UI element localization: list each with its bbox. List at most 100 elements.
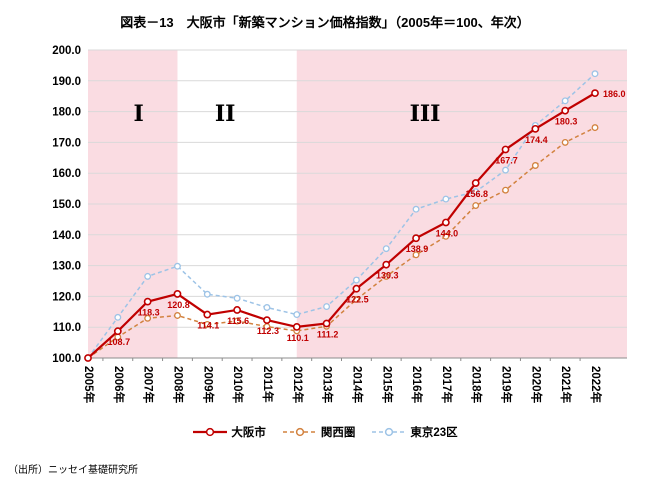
- y-axis-label: 200.0: [52, 45, 81, 57]
- data-point: [174, 262, 181, 270]
- x-axis-label: 2008年: [171, 366, 185, 404]
- data-label: 144.0: [436, 228, 459, 238]
- data-label: 112.3: [257, 326, 279, 336]
- data-point: [412, 234, 420, 243]
- data-point: [441, 218, 450, 227]
- y-axis-label: 120.0: [52, 291, 81, 303]
- y-axis-label: 180.0: [52, 107, 81, 119]
- x-axis-label: 2018年: [470, 366, 484, 404]
- data-point: [174, 312, 181, 319]
- x-axis-label: 2006年: [112, 366, 126, 404]
- data-point: [114, 313, 122, 321]
- data-point: [292, 322, 301, 331]
- data-point: [382, 272, 390, 280]
- chart-title: 図表－13 大阪市「新築マンション価格指数」（2005年＝100、年次）: [120, 15, 530, 30]
- data-point: [561, 138, 569, 146]
- legend-label: 東京23区: [410, 427, 458, 439]
- data-point: [203, 320, 211, 328]
- data-label: 111.2: [317, 330, 339, 340]
- x-axis-label: 2013年: [321, 366, 335, 404]
- data-point: [442, 232, 450, 240]
- x-axis-label: 2007年: [142, 366, 156, 404]
- phase-label: III: [410, 101, 441, 127]
- data-label: 122.5: [346, 295, 369, 305]
- legend-item-tokyo23: 東京23区: [371, 424, 458, 440]
- x-axis-label: 2017年: [440, 366, 454, 404]
- y-axis-label: 150.0: [52, 199, 81, 211]
- x-axis-label: 2016年: [410, 366, 424, 404]
- y-axis-label: 160.0: [52, 168, 81, 180]
- data-label: 138.9: [406, 244, 429, 254]
- y-axis-label: 110.0: [53, 322, 81, 334]
- data-point: [233, 317, 241, 325]
- y-axis-label: 140.0: [52, 230, 81, 242]
- source-note: （出所）ニッセイ基礎研究所: [8, 465, 138, 476]
- line-marker-icon: [372, 427, 407, 437]
- data-label: 110.1: [287, 333, 309, 343]
- phase-label: I: [134, 101, 144, 127]
- data-label: 118.3: [138, 308, 160, 318]
- x-axis-label: 2009年: [201, 366, 215, 404]
- data-point: [591, 70, 599, 78]
- data-point: [472, 188, 480, 196]
- y-axis-label: 170.0: [52, 137, 81, 149]
- data-point: [591, 89, 599, 98]
- data-label: 108.7: [108, 337, 131, 347]
- data-point: [144, 314, 152, 322]
- legend-label: 大阪市: [231, 427, 266, 439]
- legend-item-osaka: 大阪市: [192, 424, 266, 440]
- data-point: [412, 205, 420, 213]
- data-label: 130.3: [376, 271, 399, 281]
- data-point: [323, 303, 331, 311]
- x-axis-label: 2021年: [559, 366, 573, 404]
- phase-label: II: [215, 101, 236, 127]
- y-axis-label: 100.0: [52, 353, 81, 365]
- data-point: [173, 290, 182, 298]
- x-axis-label: 2022年: [589, 366, 603, 404]
- data-point: [293, 311, 301, 319]
- data-point: [471, 179, 480, 187]
- data-label: 115.6: [227, 316, 249, 326]
- data-label: 120.8: [167, 300, 190, 310]
- y-axis-label: 190.0: [52, 76, 81, 88]
- data-point: [442, 195, 450, 203]
- data-point: [233, 294, 241, 302]
- data-point: [531, 124, 540, 133]
- x-axis-label: 2012年: [291, 366, 305, 404]
- data-point: [472, 202, 480, 209]
- chart-legend: 大阪市 関西圏 東京23区: [0, 424, 650, 440]
- data-point: [412, 251, 420, 259]
- data-label: 186.0: [603, 89, 626, 99]
- data-point: [144, 272, 152, 280]
- data-label: 180.3: [555, 117, 578, 127]
- data-point: [233, 306, 242, 314]
- data-label: 167.7: [495, 155, 518, 165]
- data-point: [382, 245, 390, 253]
- data-point: [501, 145, 510, 154]
- data-point: [382, 260, 391, 269]
- data-point: [203, 290, 211, 298]
- legend-item-kansai: 関西圏: [282, 424, 356, 440]
- data-point: [143, 297, 152, 306]
- data-point: [263, 316, 271, 325]
- x-axis-label: 2019年: [500, 366, 514, 404]
- data-point: [352, 296, 360, 303]
- data-point: [502, 166, 509, 174]
- line-marker-icon: [193, 427, 228, 437]
- x-axis-label: 2011年: [261, 366, 275, 403]
- data-point: [352, 284, 361, 293]
- series-line-1: [87, 126, 596, 359]
- data-point: [352, 276, 360, 284]
- legend-label: 関西圏: [320, 427, 356, 439]
- data-point: [84, 354, 92, 362]
- data-point: [591, 124, 599, 132]
- x-axis-label: 2005年: [82, 366, 96, 404]
- x-axis-label: 2014年: [350, 366, 364, 404]
- line-marker-icon: [282, 427, 317, 437]
- data-label: 174.4: [525, 135, 548, 145]
- data-point: [322, 319, 331, 328]
- data-point: [561, 97, 569, 105]
- data-point: [203, 310, 212, 319]
- price-index-line-chart: 100.0 110.0 120.0 130.0 140.0 150.0 160.0 170.0…: [52, 45, 627, 404]
